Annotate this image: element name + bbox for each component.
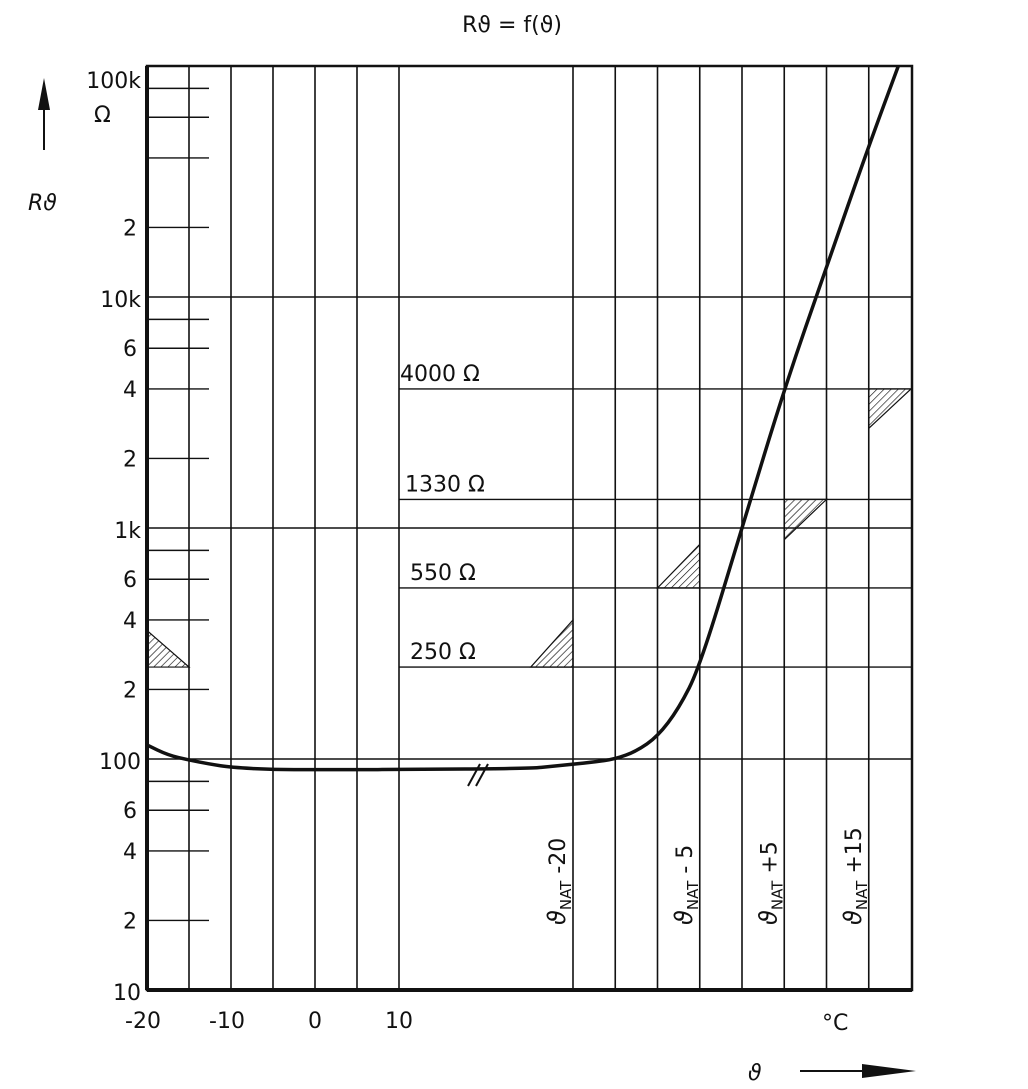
x-axis-unit: °C [822, 1011, 848, 1036]
y-minor-tick-label: 6 [123, 568, 137, 593]
axis-break-mark [467, 763, 481, 787]
grid [145, 64, 914, 992]
tolerance-marker [146, 629, 191, 668]
x-tick-label: -10 [209, 1009, 245, 1034]
tolerance-marker [783, 498, 828, 542]
chart-title: Rϑ = f(ϑ) [462, 13, 562, 38]
y-minor-tick-label: 4 [123, 840, 137, 865]
resistance-curve [146, 65, 900, 772]
x-tick-label-nat: ϑNAT +5 [754, 841, 786, 925]
x-axis-arrowhead-icon [862, 1064, 916, 1078]
x-tick-label-nat: ϑNAT - 5 [670, 845, 702, 925]
y-minor-tick-label: 6 [123, 337, 137, 362]
y-minor-tick-label: 4 [123, 609, 137, 634]
reference-level-label: 250 Ω [410, 640, 476, 665]
axis-break-mark [475, 763, 489, 787]
reference-level-label: 550 Ω [410, 561, 476, 586]
y-minor-tick-label: 2 [123, 216, 137, 241]
x-tick-label-nat: ϑNAT +15 [839, 827, 871, 925]
tolerance-marker [868, 388, 913, 430]
y-minor-tick-label: 2 [123, 447, 137, 472]
x-tick-label-nat: ϑNAT -20 [543, 838, 575, 925]
reference-level-label: 1330 Ω [405, 472, 485, 497]
y-minor-tick-label: 4 [123, 378, 137, 403]
reference-level-label: 4000 Ω [400, 362, 480, 387]
y-minor-tick-label: 2 [123, 909, 137, 934]
tolerance-marker [656, 542, 701, 589]
y-minor-tick-label: 6 [123, 799, 137, 824]
y-tick-label: 10k [100, 288, 141, 313]
tolerance-marker [529, 618, 574, 668]
x-tick-label: -20 [125, 1009, 161, 1034]
x-tick-label: 0 [308, 1009, 322, 1034]
y-axis-label: Rϑ [28, 191, 57, 216]
x-tick-label: 10 [385, 1009, 413, 1034]
x-axis-label: ϑ [748, 1061, 762, 1086]
y-axis-unit: Ω [94, 103, 111, 128]
marks [146, 65, 913, 787]
y-tick-label: 10 [113, 981, 141, 1006]
y-tick-label: 100k [86, 69, 141, 94]
y-minor-tick-label: 2 [123, 678, 137, 703]
y-axis-arrowhead-icon [38, 78, 50, 110]
y-tick-label: 1k [114, 519, 141, 544]
y-tick-label: 100 [99, 750, 141, 775]
